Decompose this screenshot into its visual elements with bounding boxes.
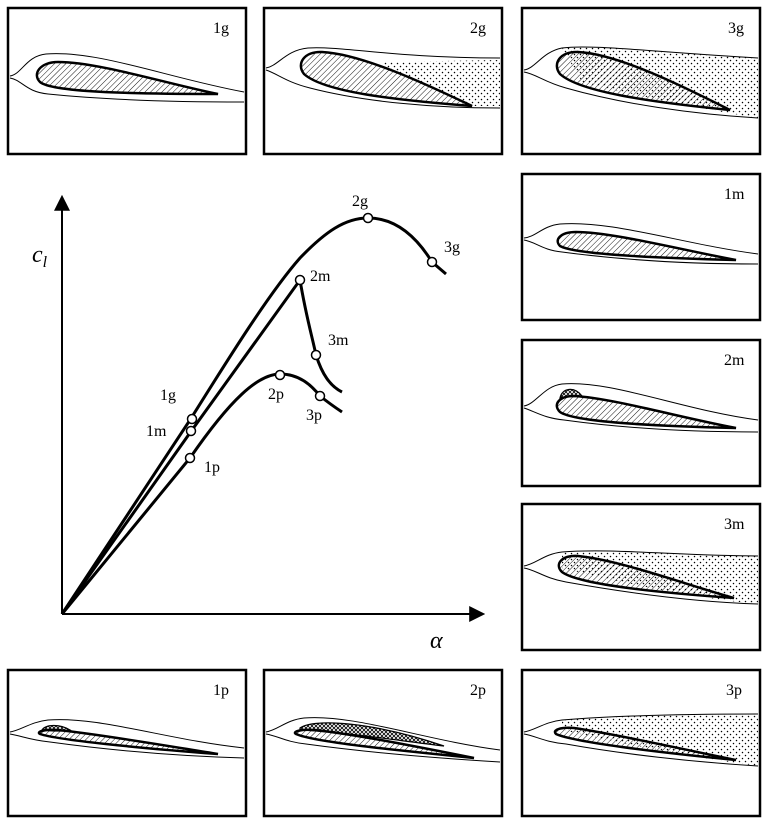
label-3g: 3g (444, 239, 460, 256)
airfoil-body (556, 230, 737, 262)
streamline-upper (523, 713, 759, 733)
curve-p (60, 372, 343, 615)
y-axis-label: cl (32, 242, 48, 271)
airfoil-body (37, 728, 219, 756)
x-axis-label: α (430, 628, 443, 654)
streamline-lower (523, 567, 759, 605)
streamline-lower (523, 239, 759, 265)
y-axis-subscript: l (43, 254, 48, 271)
panel-3p: 3p (520, 668, 762, 818)
label-3m: 3m (328, 332, 349, 349)
panel-label: 2g (470, 20, 486, 37)
marker-3p (314, 390, 326, 402)
separation-bubble (40, 724, 72, 732)
panel-1g: 1g (6, 6, 248, 156)
label-1p: 1p (204, 459, 220, 476)
panel-label: 1p (213, 682, 229, 699)
panel-2g: 2g (262, 6, 504, 156)
panel-label: 3g (728, 20, 744, 37)
streamline-upper (265, 717, 501, 751)
streamline-lower (523, 733, 759, 767)
panel-2p: 2p (262, 668, 504, 818)
y-axis-symbol: c (32, 242, 43, 268)
streamline-upper (265, 47, 501, 69)
panel-label: 2p (470, 682, 486, 699)
streamline-upper (523, 46, 759, 71)
panel-label: 3p (726, 682, 742, 699)
marker-3g (426, 256, 438, 268)
streamline-upper (523, 550, 759, 567)
streamline-upper (523, 223, 759, 255)
panel-1p: 1p (6, 668, 248, 818)
streamline-lower (523, 71, 759, 119)
marker-2g (362, 212, 374, 224)
marker-1p (184, 452, 196, 464)
panel-label: 1m (724, 186, 745, 203)
panel-3m: 3m (520, 502, 762, 652)
label-2g: 2g (352, 193, 368, 210)
streamline-upper (9, 719, 245, 749)
label-3p: 3p (306, 407, 322, 424)
airfoil-body (553, 726, 737, 762)
airfoil-body (35, 60, 219, 96)
streamline-upper (9, 53, 245, 93)
airfoil-body (299, 50, 473, 108)
marker-2m (294, 274, 306, 286)
label-1m: 1m (146, 423, 167, 440)
separated-wake (562, 714, 758, 766)
airfoil-body (555, 50, 731, 112)
streamline-lower (523, 407, 759, 433)
panel-3g: 3g (520, 6, 762, 156)
lift-curve-chart: cl α 1g 2g 3g 1m 2m 3m 1p 2p 3p (32, 193, 486, 654)
marker-1g (186, 413, 198, 425)
label-2p: 2p (268, 386, 284, 403)
airfoil-body (557, 554, 735, 600)
marker-1m (185, 425, 197, 437)
label-1g: 1g (160, 387, 176, 404)
curve-g (60, 216, 447, 615)
panel-label: 1g (213, 20, 229, 37)
panel-1m: 1m (520, 172, 762, 322)
separation-bubble (559, 388, 584, 399)
airfoil-body (555, 394, 737, 430)
separated-wake (384, 60, 500, 106)
label-2m: 2m (310, 268, 331, 285)
marker-3m (310, 349, 322, 361)
streamline-lower (265, 733, 501, 763)
streamline-lower (9, 77, 245, 103)
marker-2p (274, 369, 286, 381)
airfoil-body (293, 728, 475, 760)
streamline-upper (523, 383, 759, 421)
streamline-lower (9, 733, 245, 759)
streamline-lower (265, 69, 501, 109)
panel-2m: 2m (520, 338, 762, 488)
panel-label: 2m (724, 352, 745, 369)
panel-label: 3m (724, 516, 745, 533)
